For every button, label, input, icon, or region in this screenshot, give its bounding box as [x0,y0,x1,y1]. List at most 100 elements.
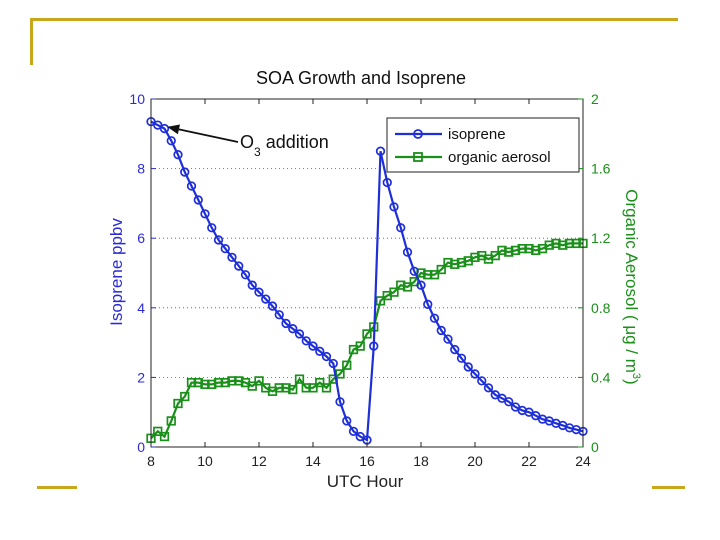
x-tick-label: 24 [575,453,591,469]
annotation-text-subscript: 3 [254,145,261,159]
data-point-isoprene [470,369,480,379]
data-point-organic-aerosol [389,287,399,297]
slide-frame-top-line [32,18,678,21]
data-point-isoprene [173,150,183,160]
data-point-isoprene [450,344,460,355]
x-tick-label: 20 [467,453,483,469]
x-tick-label: 16 [359,453,375,469]
legend-marker-isoprene [413,129,423,139]
x-tick-label: 14 [305,453,321,469]
data-point-organic-aerosol [396,280,406,290]
x-tick-label: 12 [251,453,267,469]
data-point-isoprene [402,247,413,257]
o3-addition-annotation: O3 addition [167,124,329,159]
legend: isoprene organic aerosol [386,117,580,173]
annotation-text: O3 addition [240,132,329,159]
data-point-isoprene [483,383,494,393]
x-axis-label: UTC Hour [327,472,404,491]
data-point-organic-aerosol [402,282,413,292]
y-axis-left-label: Isoprene ppbv [107,218,126,326]
data-point-isoprene [396,223,406,233]
y-axis-right-label-close: ) [622,379,641,385]
annotation-text-rest: addition [261,132,329,152]
data-point-isoprene [423,299,433,309]
data-point-organic-aerosol [443,257,453,268]
legend-label-isoprene: isoprene [448,126,506,143]
annotation-arrow-head [167,124,180,135]
x-tick-label: 18 [413,453,429,469]
slide-frame-bottom-right-line [652,486,685,489]
y-left-tick-label: 8 [137,161,145,177]
data-point-organic-aerosol [153,426,163,436]
data-point-isoprene [321,351,332,362]
data-point-organic-aerosol [362,329,372,339]
data-point-isoprene [416,280,426,290]
data-point-organic-aerosol [429,270,440,280]
data-point-organic-aerosol [234,376,244,386]
data-point-organic-aerosol [355,341,365,351]
data-point-isoprene [254,287,264,297]
data-point-isoprene [234,261,244,271]
data-point-isoprene [247,280,257,290]
data-point-organic-aerosol [288,384,298,395]
y-left-tick-label: 4 [137,300,145,316]
data-point-isoprene [409,266,419,276]
data-point-isoprene [335,397,345,407]
data-point-organic-aerosol [294,374,305,384]
data-point-organic-aerosol [193,377,203,388]
data-point-isoprene [261,294,271,304]
data-point-isoprene [288,324,298,334]
data-point-organic-aerosol [315,377,325,388]
data-point-organic-aerosol [213,377,224,388]
data-point-isoprene [369,341,379,351]
data-point-isoprene [301,336,311,346]
data-point-isoprene [456,353,467,363]
data-point-organic-aerosol [200,379,210,390]
data-point-isoprene [186,181,197,191]
data-point-organic-aerosol [281,383,291,393]
y-right-tick-label: 2 [591,91,599,107]
data-point-organic-aerosol [254,376,264,386]
legend-label-organic-aerosol: organic aerosol [448,149,551,166]
data-point-isoprene [294,329,305,339]
data-point-isoprene [342,416,352,426]
data-point-organic-aerosol [159,431,170,442]
data-point-organic-aerosol [342,360,352,370]
data-point-isoprene [429,313,440,323]
y-right-tick-label: 1.6 [591,161,611,177]
data-point-isoprene [348,426,359,436]
y-right-tick-label: 0.8 [591,300,611,316]
data-point-isoprene [315,346,325,356]
data-point-organic-aerosol [166,416,176,426]
data-point-isoprene [180,167,190,177]
y-axis-right-label-main: Organic Aerosol ( [622,189,641,325]
data-point-isoprene [504,397,514,407]
y-left-tick-label: 2 [137,369,145,385]
data-point-isoprene [213,235,224,245]
y-left-tick-label: 6 [137,230,145,246]
data-point-isoprene [308,341,318,351]
x-tick-label: 22 [521,453,537,469]
data-point-organic-aerosol [423,270,433,280]
slide-frame-left-line [30,18,33,65]
data-point-organic-aerosol [173,398,183,409]
data-point-isoprene [436,325,446,336]
data-point-isoprene [463,362,473,372]
data-point-organic-aerosol [436,264,446,275]
data-point-isoprene [382,177,392,188]
annotation-text-o: O [240,132,254,152]
data-point-organic-aerosol [180,391,190,402]
annotation-arrow-line [178,128,239,143]
legend-marker-organic-aerosol [413,152,423,162]
data-point-isoprene [375,146,386,156]
data-point-organic-aerosol [220,377,230,388]
y-left-tick-label: 10 [129,91,145,107]
data-point-isoprene [193,195,203,205]
x-tick-label: 8 [147,453,155,469]
data-point-isoprene [267,301,278,311]
y-right-tick-label: 1.2 [591,230,611,246]
y-right-tick-label: 0 [591,439,599,455]
slide-frame-bottom-left-line [37,486,77,489]
